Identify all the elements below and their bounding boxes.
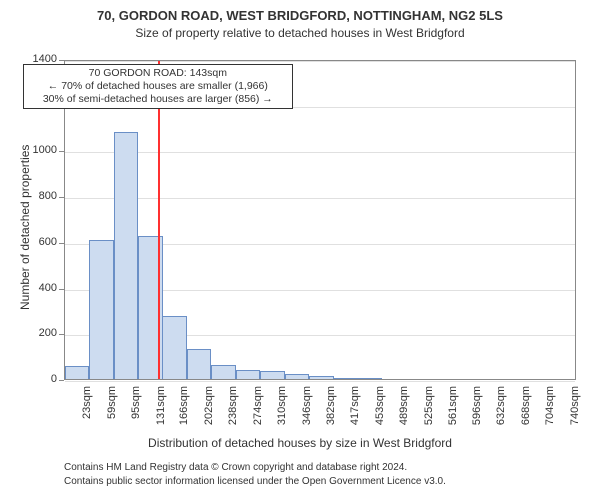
histogram-bar <box>187 349 211 379</box>
xtick-label: 561sqm <box>447 386 459 441</box>
histogram-bar <box>65 366 89 379</box>
histogram-bar <box>211 365 235 379</box>
xtick-label: 489sqm <box>398 386 410 441</box>
ytick-label: 0 <box>19 373 57 385</box>
ytick-label: 200 <box>19 327 57 339</box>
xtick-label: 95sqm <box>130 386 142 441</box>
histogram-bar <box>333 378 357 379</box>
histogram-bar <box>309 376 333 379</box>
xtick-label: 166sqm <box>178 386 190 441</box>
histogram-bar <box>285 374 309 379</box>
x-axis-label: Distribution of detached houses by size … <box>0 436 600 450</box>
ytick-mark <box>59 197 64 198</box>
xtick-label: 740sqm <box>569 386 581 441</box>
xtick-label: 23sqm <box>81 386 93 441</box>
xtick-label: 632sqm <box>495 386 507 441</box>
gridline <box>65 198 575 199</box>
histogram-bar <box>260 371 284 379</box>
footer-line: Contains HM Land Registry data © Crown c… <box>64 462 407 473</box>
histogram-bar <box>114 132 138 379</box>
ytick-mark <box>59 243 64 244</box>
annotation-line: 30% of semi-detached houses are larger (… <box>28 93 288 106</box>
xtick-label: 310sqm <box>276 386 288 441</box>
xtick-label: 274sqm <box>252 386 264 441</box>
annotation-box: 70 GORDON ROAD: 143sqm← 70% of detached … <box>23 64 293 109</box>
histogram-bar <box>162 316 186 379</box>
xtick-label: 131sqm <box>155 386 167 441</box>
page-subtitle: Size of property relative to detached ho… <box>0 26 600 40</box>
ytick-mark <box>59 151 64 152</box>
ytick-mark <box>59 289 64 290</box>
gridline <box>65 152 575 153</box>
xtick-label: 382sqm <box>325 386 337 441</box>
ytick-mark <box>59 60 64 61</box>
ytick-label: 1000 <box>19 144 57 156</box>
xtick-label: 596sqm <box>471 386 483 441</box>
ytick-label: 600 <box>19 236 57 248</box>
histogram-bar <box>357 378 381 379</box>
footer-line: Contains public sector information licen… <box>64 476 446 487</box>
histogram-bar <box>89 240 113 379</box>
ytick-mark <box>59 334 64 335</box>
xtick-label: 453sqm <box>374 386 386 441</box>
page-title: 70, GORDON ROAD, WEST BRIDGFORD, NOTTING… <box>0 8 600 23</box>
xtick-label: 704sqm <box>544 386 556 441</box>
xtick-label: 346sqm <box>301 386 313 441</box>
xtick-label: 202sqm <box>203 386 215 441</box>
histogram-bar <box>236 370 260 379</box>
xtick-label: 417sqm <box>349 386 361 441</box>
xtick-label: 525sqm <box>423 386 435 441</box>
ytick-label: 400 <box>19 282 57 294</box>
xtick-label: 59sqm <box>106 386 118 441</box>
xtick-label: 238sqm <box>227 386 239 441</box>
ytick-mark <box>59 380 64 381</box>
gridline <box>65 381 575 382</box>
annotation-line: ← 70% of detached houses are smaller (1,… <box>28 80 288 93</box>
ytick-label: 800 <box>19 190 57 202</box>
xtick-label: 668sqm <box>520 386 532 441</box>
gridline <box>65 61 575 62</box>
annotation-line: 70 GORDON ROAD: 143sqm <box>28 67 288 80</box>
